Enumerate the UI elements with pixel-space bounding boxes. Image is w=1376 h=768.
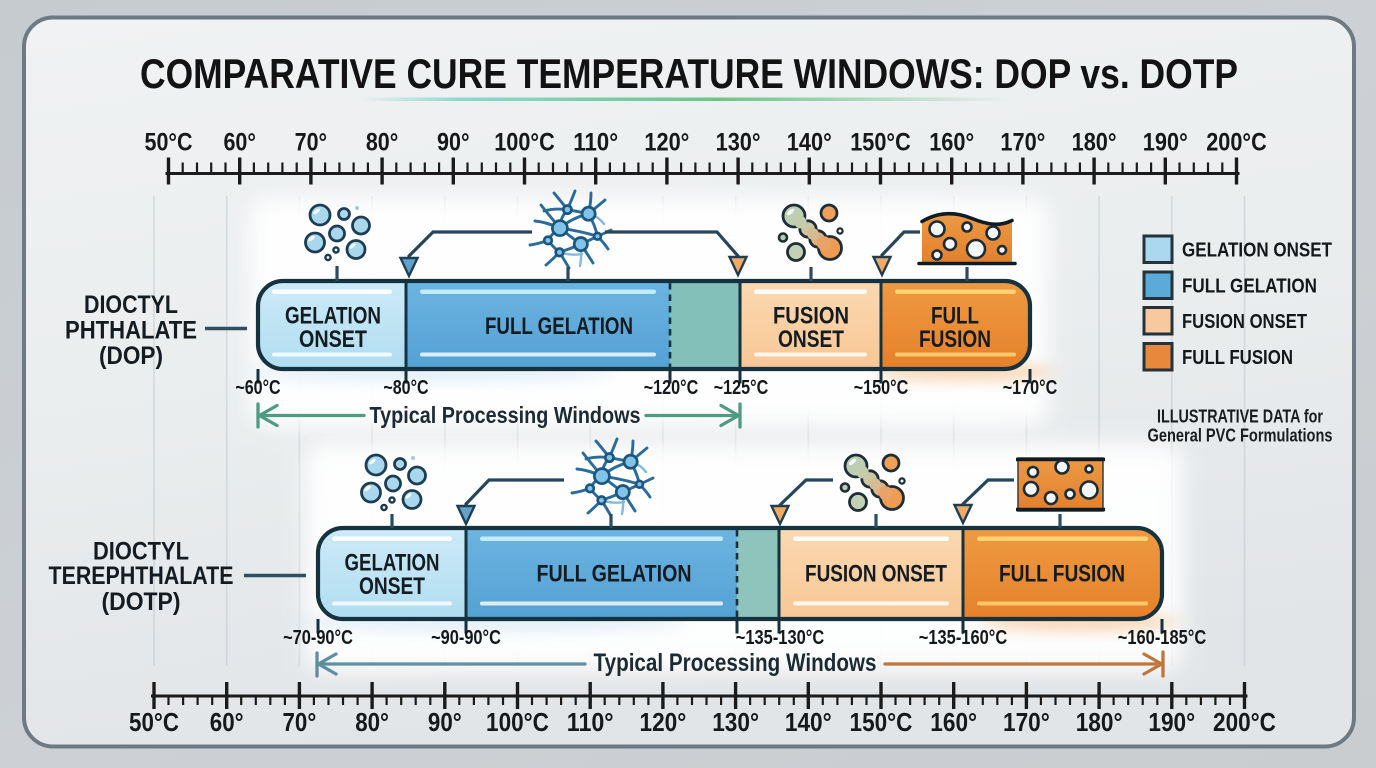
svg-text:80°: 80° (355, 707, 389, 737)
svg-text:190°: 190° (1148, 707, 1195, 737)
svg-text:60°: 60° (210, 707, 244, 737)
svg-text:ONSET: ONSET (359, 573, 425, 600)
svg-text:~135-160°C: ~135-160°C (919, 627, 1007, 649)
svg-text:DIOCTYL: DIOCTYL (84, 291, 178, 319)
svg-text:FUSION: FUSION (919, 326, 991, 353)
svg-text:80°: 80° (366, 129, 399, 157)
svg-text:150°C: 150°C (850, 707, 913, 737)
svg-text:~160-185°C: ~160-185°C (1118, 627, 1206, 649)
svg-text:GELATION ONSET: GELATION ONSET (1182, 240, 1332, 262)
svg-text:GELATION: GELATION (345, 550, 440, 577)
svg-text:160°: 160° (930, 707, 977, 737)
svg-text:~125°C: ~125°C (714, 377, 769, 399)
svg-text:110°: 110° (567, 707, 614, 737)
svg-text:130°: 130° (716, 129, 761, 157)
svg-text:100°C: 100°C (486, 707, 549, 737)
svg-text:200°C: 200°C (1213, 707, 1276, 737)
svg-text:FULL GELATION: FULL GELATION (485, 313, 633, 340)
svg-text:FULL FUSION: FULL FUSION (1182, 347, 1293, 369)
svg-text:150°C: 150°C (850, 129, 911, 157)
svg-text:170°: 170° (1003, 707, 1050, 737)
svg-text:~150°C: ~150°C (854, 377, 909, 399)
svg-text:ONSET: ONSET (299, 326, 367, 353)
svg-text:180°: 180° (1076, 707, 1123, 737)
svg-text:FULL: FULL (931, 303, 979, 330)
svg-text:DIOCTYL: DIOCTYL (93, 538, 189, 566)
svg-text:ILLUSTRATIVE DATA for: ILLUSTRATIVE DATA for (1157, 407, 1323, 427)
svg-text:70°: 70° (295, 129, 328, 157)
svg-text:FULL FUSION: FULL FUSION (999, 561, 1125, 588)
svg-text:~60°C: ~60°C (235, 377, 280, 399)
svg-text:FUSION: FUSION (773, 303, 849, 330)
svg-text:200°C: 200°C (1206, 129, 1267, 157)
svg-text:FUSION ONSET: FUSION ONSET (1182, 311, 1307, 333)
svg-text:60°: 60° (223, 129, 256, 157)
svg-text:140°: 140° (785, 707, 832, 737)
svg-text:FULL GELATION: FULL GELATION (537, 561, 692, 588)
svg-text:FUSION ONSET: FUSION ONSET (805, 561, 947, 588)
svg-text:(DOTP): (DOTP) (102, 588, 181, 616)
svg-text:~170°C: ~170°C (1003, 377, 1058, 399)
svg-text:180°: 180° (1072, 129, 1117, 157)
svg-text:140°: 140° (787, 129, 832, 157)
svg-text:PHTHALATE: PHTHALATE (65, 317, 197, 345)
svg-text:190°: 190° (1143, 129, 1188, 157)
svg-text:160°: 160° (929, 129, 974, 157)
svg-text:110°: 110° (573, 129, 618, 157)
svg-text:130°: 130° (712, 707, 759, 737)
svg-text:GELATION: GELATION (285, 303, 381, 330)
svg-text:~80°C: ~80°C (383, 377, 428, 399)
svg-text:ONSET: ONSET (778, 326, 844, 353)
svg-text:70°: 70° (283, 707, 317, 737)
svg-text:General PVC Formulations: General PVC Formulations (1148, 426, 1333, 446)
svg-text:90°: 90° (428, 707, 462, 737)
svg-text:~135-130°C: ~135-130°C (736, 627, 824, 649)
svg-text:50°C: 50°C (129, 707, 179, 737)
svg-text:50°C: 50°C (145, 129, 193, 157)
svg-text:90°: 90° (437, 129, 470, 157)
svg-text:120°: 120° (640, 707, 687, 737)
svg-text:COMPARATIVE CURE TEMPERATURE W: COMPARATIVE CURE TEMPERATURE WINDOWS: DO… (140, 50, 1238, 97)
svg-text:~90-90°C: ~90-90°C (431, 627, 501, 649)
svg-text:~70-90°C: ~70-90°C (283, 627, 353, 649)
svg-text:170°: 170° (1000, 129, 1045, 157)
svg-text:TEREPHTHALATE: TEREPHTHALATE (49, 562, 234, 590)
svg-text:Typical Processing Windows: Typical Processing Windows (370, 402, 641, 428)
svg-text:(DOP): (DOP) (99, 342, 163, 370)
svg-text:Typical Processing Windows: Typical Processing Windows (594, 649, 877, 677)
svg-text:~120°C: ~120°C (644, 377, 699, 399)
svg-text:120°: 120° (644, 129, 689, 157)
svg-text:100°C: 100°C (494, 129, 555, 157)
svg-text:FULL GELATION: FULL GELATION (1182, 276, 1317, 298)
